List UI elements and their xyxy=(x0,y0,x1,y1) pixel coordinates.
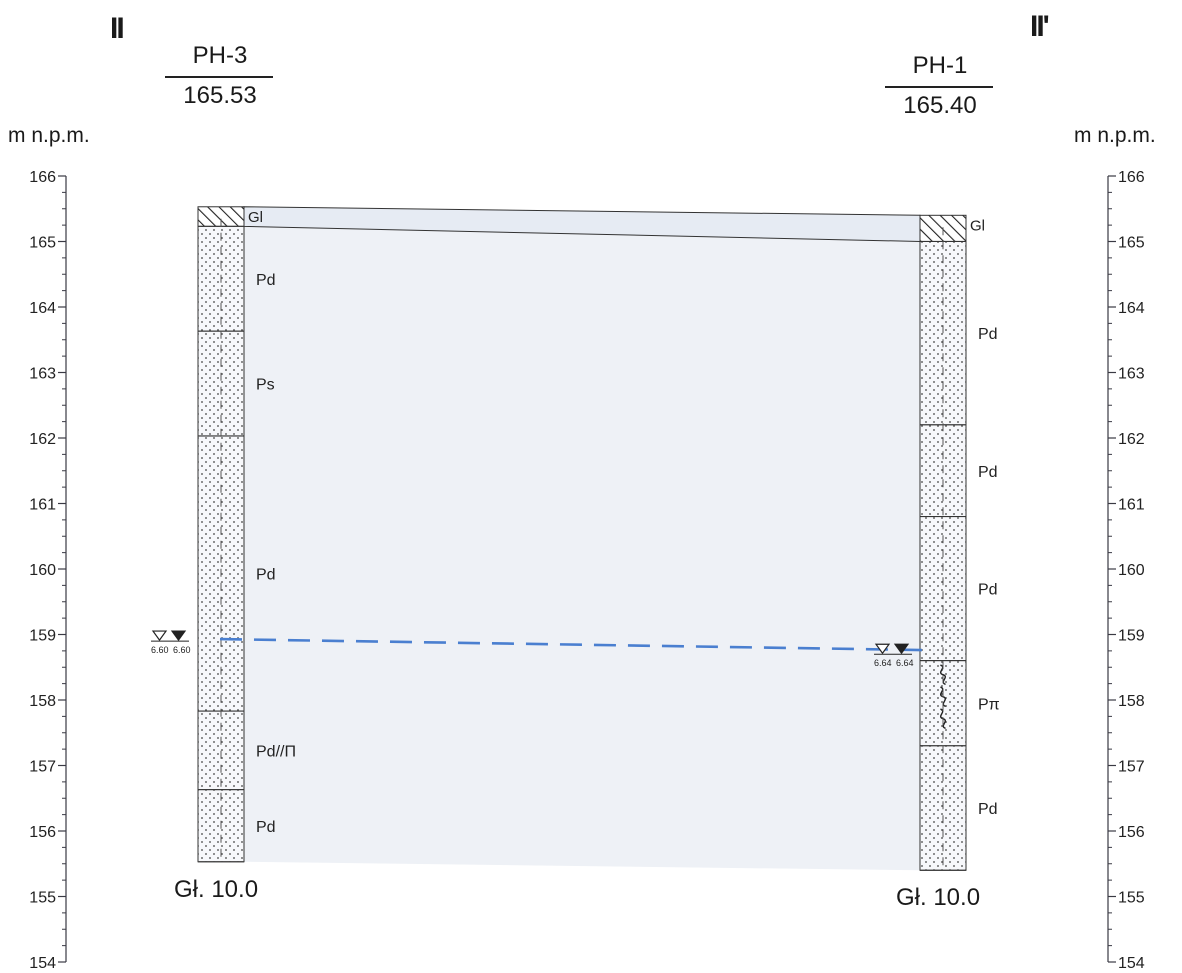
water-encountered-icon xyxy=(151,630,168,642)
axis-tick-label: 161 xyxy=(29,497,56,514)
water-stabilized-icon xyxy=(170,630,187,642)
axis-tick-label: 156 xyxy=(1118,824,1145,841)
groundwater-table: 6.60 6.60 6.64 6.64 xyxy=(151,630,935,668)
borehole-depth-ph3: Gł. 10.0 xyxy=(174,876,259,903)
axis-tick-label: 164 xyxy=(1118,300,1145,317)
layer-label: Pd xyxy=(256,272,276,289)
axis-tick-label: 157 xyxy=(1118,759,1145,776)
water-depth-label: 6.64 xyxy=(896,658,914,668)
borehole-header-rule xyxy=(885,86,993,88)
axis-tick-label: 160 xyxy=(1118,562,1145,579)
axis-tick-label: 164 xyxy=(29,300,56,317)
axis-tick-label: 166 xyxy=(29,169,56,186)
section-end-id: II' xyxy=(1030,10,1050,43)
axis-tick-label: 155 xyxy=(29,890,56,907)
elevation-axis-right: 166 165 164 163 162 161 160 159 158 157 156 155 154 xyxy=(1107,169,1145,972)
layer-label: Pd//Π xyxy=(256,743,296,760)
axis-tick-label: 154 xyxy=(29,955,56,972)
axis-tick-label: 166 xyxy=(1118,169,1145,186)
borehole-elevation-ph1: 165.40 xyxy=(903,92,977,119)
layer-label: Pd xyxy=(256,567,276,584)
axis-tick-label: 155 xyxy=(1118,890,1145,907)
borehole-name-ph1: PH-1 xyxy=(912,52,968,79)
water-encountered-icon xyxy=(874,643,891,655)
layer-label: Pd xyxy=(978,464,998,481)
interpolated-ground-area xyxy=(244,206,920,871)
layer-label: Pd xyxy=(256,819,276,836)
axis-tick-label: 162 xyxy=(1118,431,1145,448)
layer-label: Pd xyxy=(978,801,998,818)
axis-tick-label: 158 xyxy=(1118,693,1145,710)
axis-unit-right: m n.p.m. xyxy=(1074,124,1156,147)
water-table-line xyxy=(219,637,935,652)
layer-label: Ps xyxy=(256,377,275,394)
axis-tick-label: 159 xyxy=(29,628,56,645)
axis-tick-label: 163 xyxy=(1118,366,1145,383)
borehole-column-ph1: Gl Pd Pd Pd Pπ Pd xyxy=(919,214,1000,871)
axis-tick-label: 162 xyxy=(29,431,56,448)
water-stabilized-icon xyxy=(893,643,910,655)
axis-tick-label: 157 xyxy=(29,759,56,776)
axis-tick-label: 158 xyxy=(29,693,56,710)
axis-tick-label: 161 xyxy=(1118,497,1145,514)
axis-tick-label: 165 xyxy=(29,235,56,252)
axis-tick-label: 159 xyxy=(1118,628,1145,645)
water-depth-label: 6.64 xyxy=(874,658,892,668)
layer-label: Pπ xyxy=(978,696,1000,713)
borehole-column-ph3: Gl Pd Ps Pd Pd//Π Pd xyxy=(197,206,296,863)
borehole-header-rule xyxy=(165,76,273,78)
water-depth-label: 6.60 xyxy=(151,645,169,655)
water-depth-label: 6.60 xyxy=(173,645,191,655)
elevation-axis-left: 166 165 164 163 162 161 160 159 158 157 156 155 154 xyxy=(29,169,67,972)
axis-tick-label: 163 xyxy=(29,366,56,383)
layer-label: Gl xyxy=(970,217,985,234)
section-start-id: II xyxy=(110,12,125,45)
layer-label: Gl xyxy=(248,209,263,226)
borehole-elevation-ph3: 165.53 xyxy=(183,82,257,109)
axis-tick-label: 165 xyxy=(1118,235,1145,252)
layer-label: Pd xyxy=(978,326,998,343)
borehole-depth-ph1: Gł. 10.0 xyxy=(896,884,981,911)
layer-label: Pd xyxy=(978,582,998,599)
axis-tick-label: 160 xyxy=(29,562,56,579)
axis-tick-label: 156 xyxy=(29,824,56,841)
axis-unit-left: m n.p.m. xyxy=(8,124,90,147)
axis-tick-label: 154 xyxy=(1118,955,1145,972)
borehole-name-ph3: PH-3 xyxy=(192,42,248,69)
